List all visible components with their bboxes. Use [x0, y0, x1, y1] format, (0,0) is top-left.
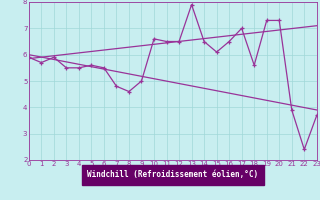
X-axis label: Windchill (Refroidissement éolien,°C): Windchill (Refroidissement éolien,°C)	[87, 170, 258, 179]
